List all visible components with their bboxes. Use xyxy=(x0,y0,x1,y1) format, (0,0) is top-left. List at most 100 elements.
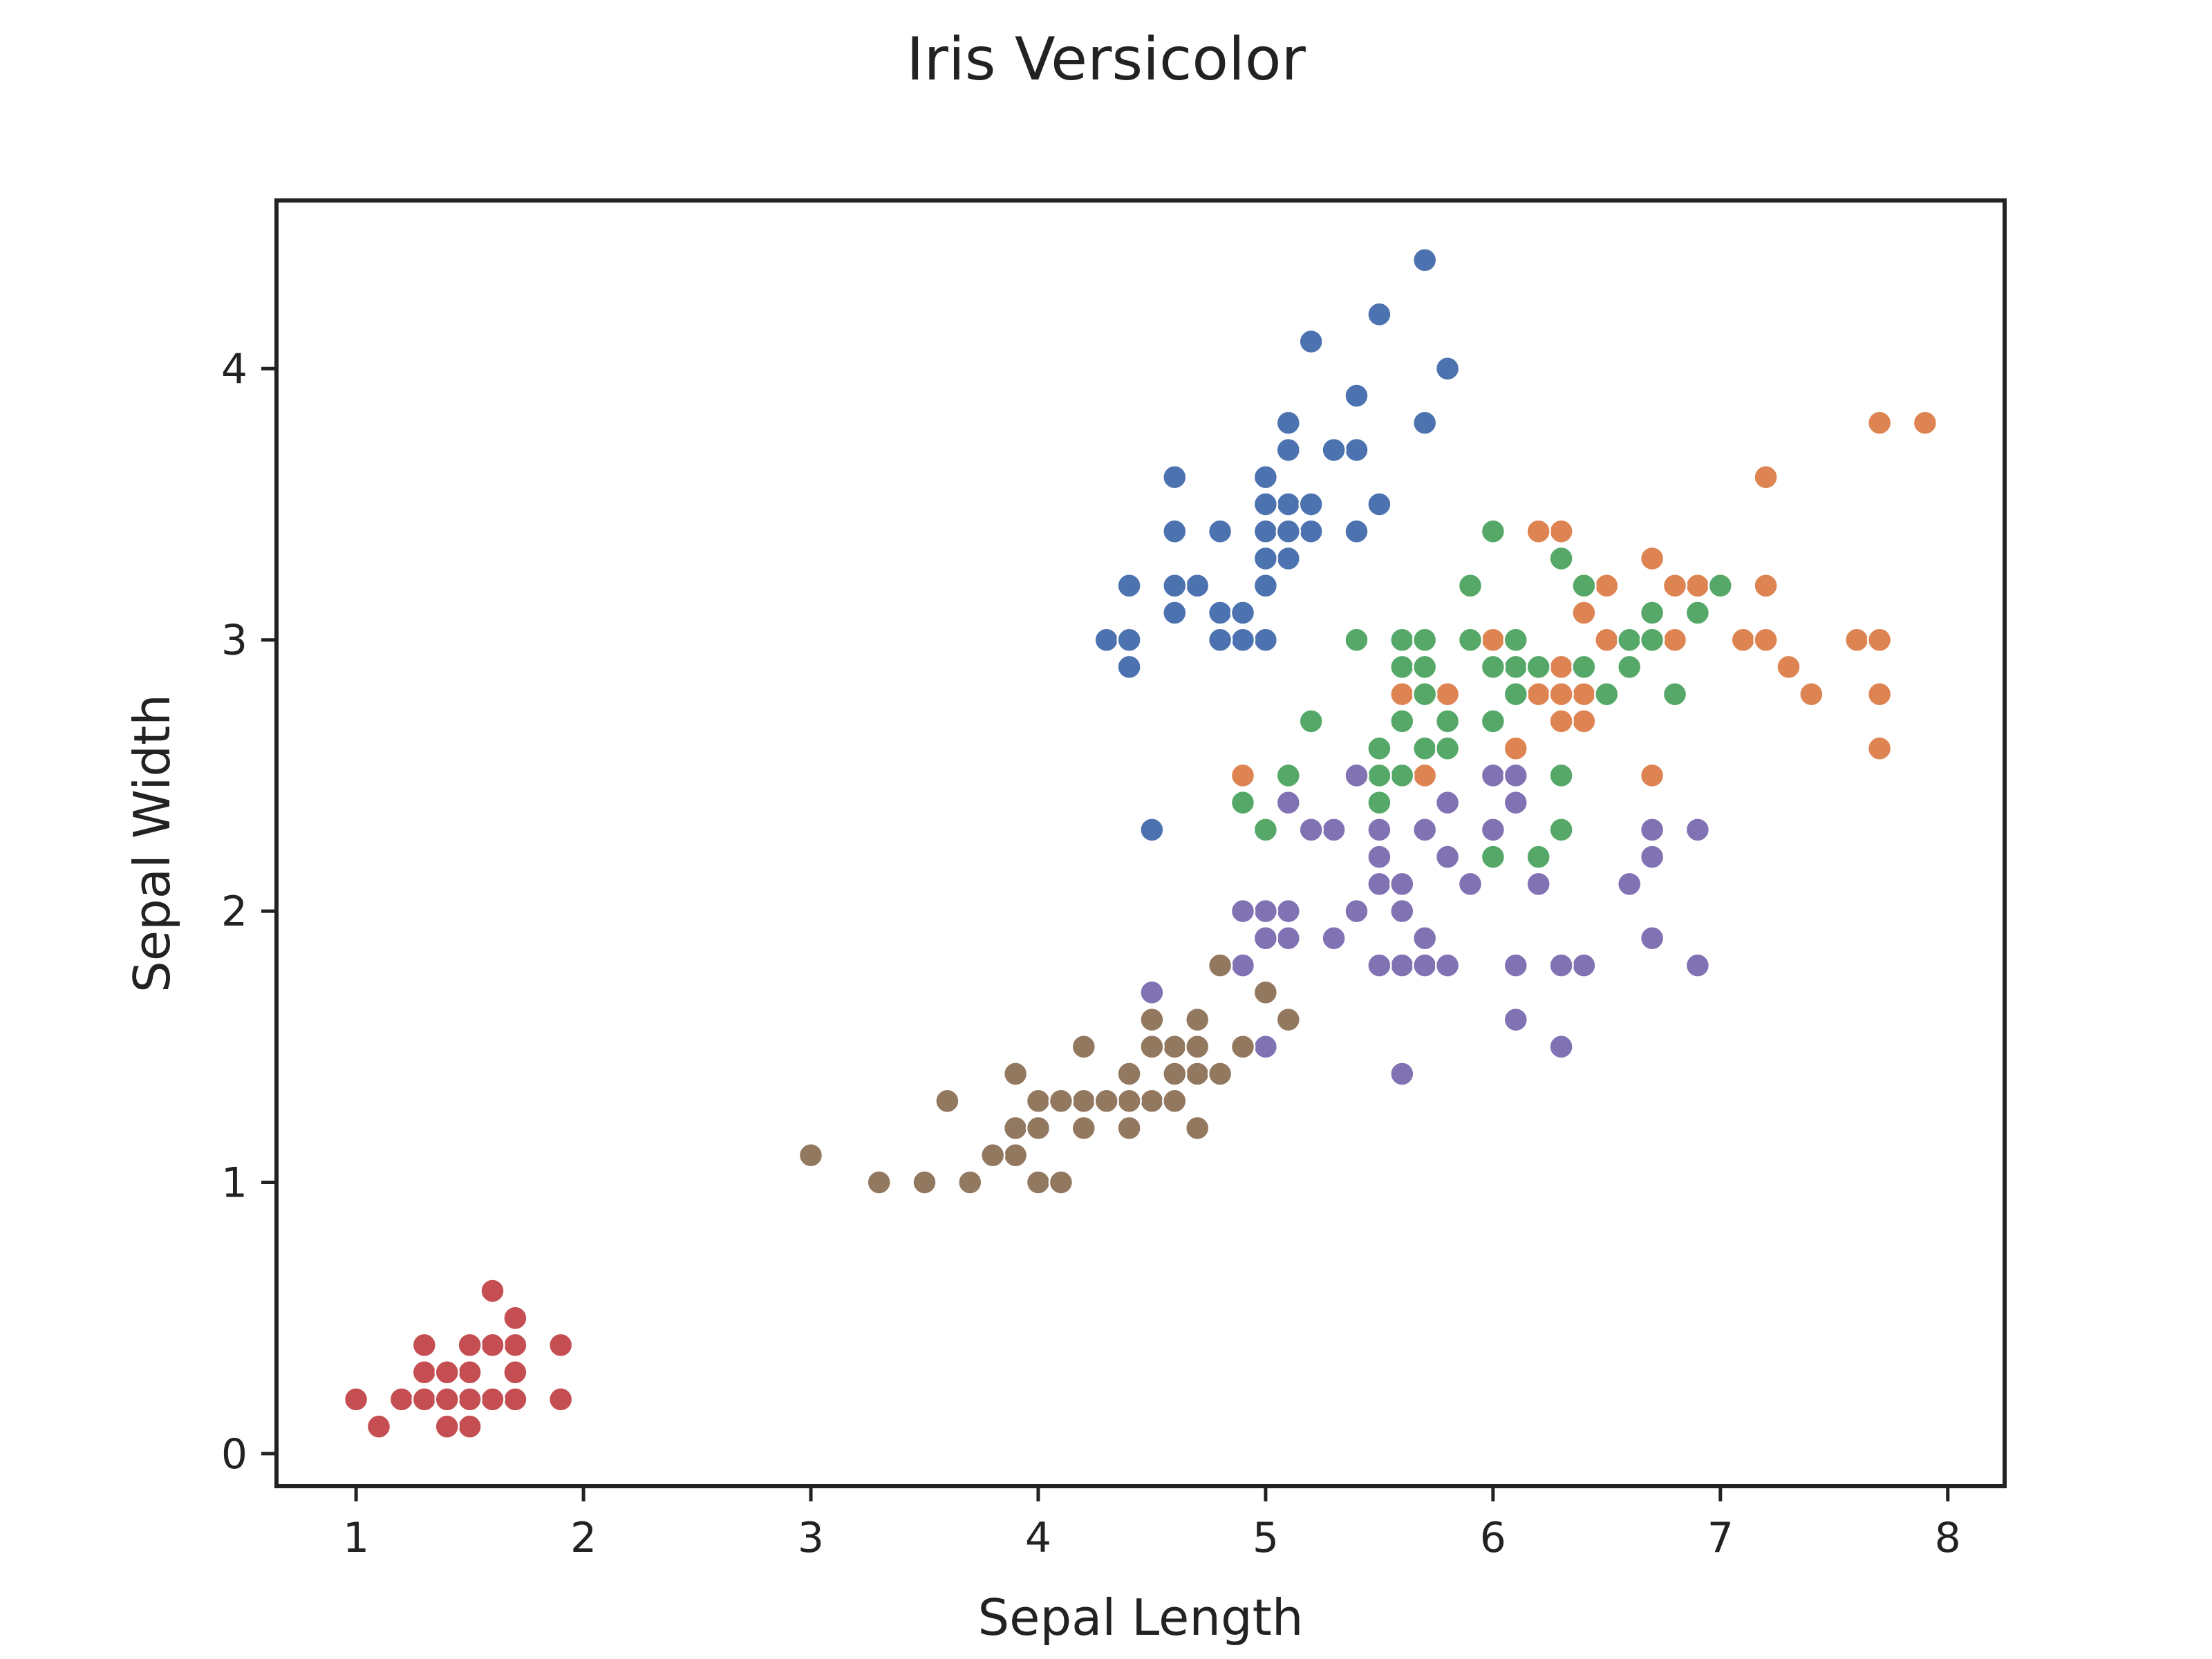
data-point-series-4 xyxy=(457,1387,482,1412)
data-point-series-5 xyxy=(1503,762,1529,789)
data-point-series-2 xyxy=(1571,600,1597,626)
data-point-series-5 xyxy=(1321,817,1347,843)
data-point-series-1 xyxy=(1253,627,1279,653)
data-point-series-1 xyxy=(1344,437,1369,463)
data-point-series-6 xyxy=(1116,1061,1142,1087)
data-point-series-5 xyxy=(1344,898,1369,924)
data-point-series-3 xyxy=(1457,572,1483,599)
data-point-series-3 xyxy=(1344,627,1369,653)
data-point-series-5 xyxy=(1526,871,1551,897)
data-point-series-1 xyxy=(1253,545,1279,572)
data-point-series-6 xyxy=(1207,953,1233,978)
data-point-series-3 xyxy=(1412,735,1438,761)
data-point-series-2 xyxy=(1480,627,1506,653)
data-point-series-1 xyxy=(1298,518,1324,544)
data-point-series-5 xyxy=(1616,871,1642,897)
data-point-series-6 xyxy=(866,1170,892,1195)
data-point-series-3 xyxy=(1594,681,1620,707)
data-point-series-6 xyxy=(1002,1115,1029,1141)
data-point-series-3 xyxy=(1434,735,1461,761)
data-point-series-5 xyxy=(1639,844,1665,870)
data-point-series-4 xyxy=(503,1305,528,1331)
data-point-series-3 xyxy=(1662,681,1688,707)
data-point-series-4 xyxy=(434,1414,460,1439)
data-point-series-2 xyxy=(1912,410,1938,436)
data-point-series-6 xyxy=(1025,1088,1051,1114)
data-point-series-5 xyxy=(1389,871,1415,897)
data-point-series-6 xyxy=(1184,1061,1210,1087)
data-point-series-3 xyxy=(1616,627,1642,653)
data-point-series-5 xyxy=(1389,898,1415,924)
data-point-series-2 xyxy=(1753,627,1779,653)
data-point-series-1 xyxy=(1412,247,1438,273)
data-point-series-1 xyxy=(1207,627,1233,653)
data-point-series-2 xyxy=(1594,572,1620,599)
data-point-series-3 xyxy=(1275,762,1302,789)
data-point-series-5 xyxy=(1457,871,1483,897)
data-point-series-3 xyxy=(1389,654,1415,680)
data-point-series-5 xyxy=(1298,817,1324,843)
data-point-series-1 xyxy=(1412,410,1438,436)
data-point-series-1 xyxy=(1230,600,1256,626)
data-point-series-5 xyxy=(1548,953,1574,978)
data-point-series-6 xyxy=(1207,1061,1233,1087)
data-point-series-6 xyxy=(1230,1034,1256,1060)
data-point-series-5 xyxy=(1253,926,1279,951)
data-point-series-4 xyxy=(366,1414,392,1439)
data-point-series-1 xyxy=(1434,356,1461,382)
data-point-series-4 xyxy=(480,1387,505,1412)
data-point-series-6 xyxy=(1184,1115,1210,1141)
y-axis-label: Sepal Width xyxy=(123,694,181,993)
data-point-series-5 xyxy=(1434,953,1461,978)
data-point-series-6 xyxy=(1025,1170,1051,1195)
data-point-series-1 xyxy=(1253,518,1279,544)
x-tick-label: 4 xyxy=(1025,1514,1051,1562)
data-point-series-4 xyxy=(411,1387,438,1412)
data-point-series-4 xyxy=(434,1387,460,1412)
data-point-series-4 xyxy=(457,1332,482,1358)
data-point-series-5 xyxy=(1480,762,1506,789)
data-point-series-3 xyxy=(1571,572,1597,599)
data-point-series-5 xyxy=(1548,1034,1574,1060)
data-point-series-3 xyxy=(1457,627,1483,653)
data-point-series-6 xyxy=(980,1143,1006,1168)
data-point-series-2 xyxy=(1230,762,1256,789)
data-point-series-3 xyxy=(1548,817,1574,843)
data-point-series-3 xyxy=(1412,627,1438,653)
data-point-series-3 xyxy=(1253,817,1279,843)
data-point-series-2 xyxy=(1571,681,1597,707)
y-tick-label: 2 xyxy=(221,888,247,936)
data-point-series-6 xyxy=(1071,1115,1097,1141)
data-point-series-4 xyxy=(503,1332,528,1358)
data-point-series-4 xyxy=(457,1359,482,1385)
data-point-series-6 xyxy=(957,1170,983,1195)
data-point-series-5 xyxy=(1434,844,1461,870)
data-point-series-1 xyxy=(1344,518,1369,544)
data-point-series-1 xyxy=(1207,600,1233,626)
data-point-series-2 xyxy=(1434,681,1461,707)
data-point-series-2 xyxy=(1753,465,1779,490)
data-point-series-5 xyxy=(1503,953,1529,978)
data-point-series-6 xyxy=(1162,1061,1188,1087)
data-point-series-5 xyxy=(1685,953,1711,978)
data-point-series-3 xyxy=(1480,844,1506,870)
data-point-series-5 xyxy=(1367,953,1392,978)
data-point-series-5 xyxy=(1230,898,1256,924)
data-point-series-5 xyxy=(1503,1006,1529,1033)
data-point-series-3 xyxy=(1616,654,1642,680)
data-point-series-1 xyxy=(1275,545,1302,572)
data-point-series-6 xyxy=(1184,1034,1210,1060)
data-point-series-2 xyxy=(1548,709,1574,734)
data-point-series-4 xyxy=(343,1387,369,1412)
data-point-series-6 xyxy=(1025,1115,1051,1141)
data-point-series-5 xyxy=(1412,926,1438,951)
data-point-series-2 xyxy=(1776,654,1801,680)
data-point-series-3 xyxy=(1548,762,1574,789)
data-point-series-4 xyxy=(480,1332,505,1358)
data-point-series-5 xyxy=(1639,926,1665,951)
x-axis-label: Sepal Length xyxy=(977,1588,1303,1647)
data-point-series-2 xyxy=(1526,518,1551,544)
data-point-series-2 xyxy=(1639,762,1665,789)
y-tick-label: 3 xyxy=(221,617,247,665)
data-point-series-3 xyxy=(1639,627,1665,653)
